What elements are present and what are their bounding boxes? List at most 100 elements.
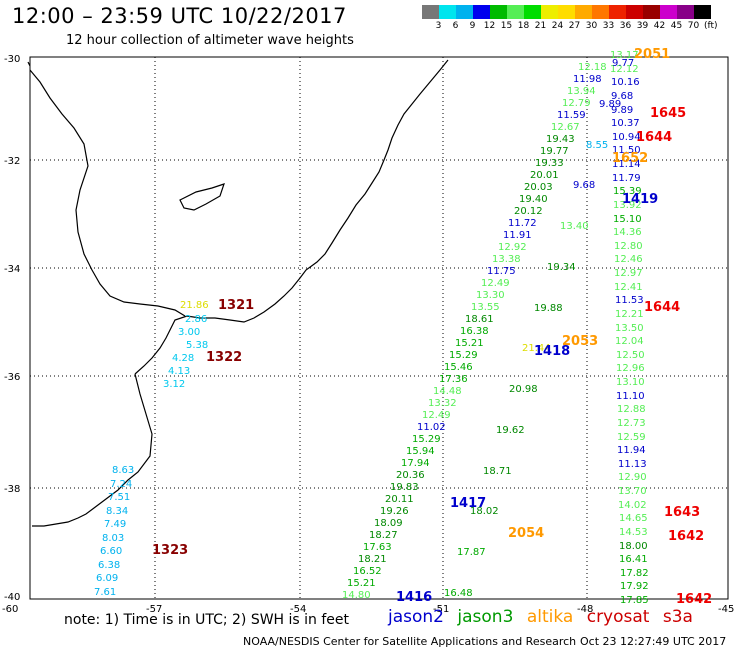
wave-height-value: 12.88 bbox=[617, 404, 646, 415]
wave-height-value: 19.33 bbox=[535, 158, 564, 169]
legend-swatch bbox=[592, 5, 609, 19]
legend-label: 15 bbox=[500, 21, 513, 31]
wave-height-value: 12.96 bbox=[616, 363, 645, 374]
wave-height-value: 16.48 bbox=[444, 588, 473, 599]
legend-unit: (ft) bbox=[704, 21, 718, 31]
wave-height-value: 15.10 bbox=[613, 214, 642, 225]
pass-time-label: 1644 bbox=[644, 300, 681, 315]
wave-height-value: 11.53 bbox=[615, 295, 644, 306]
wave-height-value: 18.09 bbox=[374, 518, 403, 529]
legend-label: 9 bbox=[469, 21, 476, 31]
lat-label: -34 bbox=[4, 264, 20, 275]
lon-label: -54 bbox=[290, 604, 306, 615]
wave-height-value: 4.13 bbox=[168, 366, 191, 377]
wave-height-value: 6.38 bbox=[98, 559, 121, 571]
wave-height-value: 13.38 bbox=[492, 254, 521, 265]
wave-height-value: 12.79 bbox=[562, 98, 591, 109]
wave-height-value: 18.00 bbox=[619, 541, 648, 552]
legend-swatch bbox=[660, 5, 677, 19]
wave-height-value: 19.34 bbox=[547, 262, 576, 273]
wave-height-value: 12.49 bbox=[481, 278, 510, 289]
sat-s3a: s3a bbox=[662, 607, 693, 627]
wave-height-value: 12.59 bbox=[617, 432, 646, 443]
wave-height-value: 7.24 bbox=[110, 478, 133, 490]
wave-height-value: 13.94 bbox=[567, 86, 596, 97]
legend-label: 6 bbox=[452, 21, 459, 31]
wave-height-value: 15.29 bbox=[449, 350, 478, 361]
legend-swatch bbox=[677, 5, 694, 19]
credit-line: NOAA/NESDIS Center for Satellite Applica… bbox=[243, 635, 577, 648]
wave-height-value: 15.21 bbox=[455, 338, 484, 349]
pass-time-label: 1418 bbox=[534, 344, 571, 359]
wave-height-value: 8.55 bbox=[586, 140, 609, 151]
wave-height-value: 15.21 bbox=[347, 578, 376, 589]
generation-timestamp: Oct 23 12:27:49 UTC 2017 bbox=[580, 635, 727, 648]
legend-swatch bbox=[575, 5, 592, 19]
satellite-legend: jason2 jason3 altika cryosat s3a bbox=[388, 607, 701, 627]
page-title: 12:00 – 23:59 UTC 10/22/2017 bbox=[12, 4, 347, 28]
lon-label: -51 bbox=[433, 604, 449, 615]
lon-label: -60 bbox=[2, 604, 18, 615]
wave-height-value: 18.21 bbox=[358, 554, 387, 565]
wave-height-value: 6.09 bbox=[96, 573, 119, 584]
legend-label: 33 bbox=[602, 21, 615, 31]
lat-label: -38 bbox=[4, 484, 20, 495]
pass-time-label: 2053 bbox=[562, 334, 599, 349]
wave-height-value: 11.75 bbox=[487, 266, 516, 277]
wave-height-value: 12.21 bbox=[615, 309, 644, 320]
wave-height-value: 11.94 bbox=[617, 445, 646, 456]
legend-swatch bbox=[643, 5, 660, 19]
pass-time-label: 1642 bbox=[668, 529, 705, 544]
wave-height-value: 20.11 bbox=[385, 494, 414, 505]
wave-height-value: 8.63 bbox=[112, 465, 135, 476]
legend-swatch bbox=[609, 5, 626, 19]
coastline bbox=[27, 59, 449, 527]
legend-label: 18 bbox=[517, 21, 530, 31]
wave-height-value: 7.61 bbox=[94, 586, 117, 598]
sat-altika: altika bbox=[526, 607, 574, 627]
sat-cryosat: cryosat bbox=[586, 607, 650, 627]
wave-height-value: 18.71 bbox=[483, 466, 512, 477]
wave-height-value: 19.83 bbox=[390, 482, 419, 493]
wave-height-value: 17.87 bbox=[457, 547, 486, 558]
legend-label: 39 bbox=[636, 21, 649, 31]
lat-label: -40 bbox=[4, 592, 20, 603]
pass-time-label: 1652 bbox=[612, 151, 649, 166]
legend-label: 24 bbox=[551, 21, 564, 31]
wave-height-value: 18.27 bbox=[369, 530, 398, 541]
wave-height-value: 12.50 bbox=[616, 350, 645, 361]
wave-height-value: 12.18 bbox=[578, 62, 607, 73]
wave-height-value: 17.92 bbox=[620, 581, 649, 592]
legend-label: 30 bbox=[585, 21, 598, 31]
legend-label: 45 bbox=[670, 21, 683, 31]
wave-height-value: 9.77 bbox=[612, 58, 635, 69]
legend-label: 42 bbox=[653, 21, 666, 31]
wave-height-value: 10.37 bbox=[611, 118, 640, 129]
legend-label: 12 bbox=[483, 21, 496, 31]
lon-label: -57 bbox=[146, 604, 162, 615]
wave-height-value: 14.02 bbox=[618, 500, 647, 511]
wave-height-value: 12.90 bbox=[618, 472, 647, 483]
wave-height-value: 4.28 bbox=[172, 353, 195, 364]
wave-height-value: 21.44 bbox=[522, 343, 551, 354]
wave-height-value: 11.59 bbox=[557, 110, 586, 121]
wave-height-value: 12.92 bbox=[498, 242, 527, 253]
wave-height-value: 13.55 bbox=[471, 302, 500, 313]
wave-height-value: 14.53 bbox=[619, 527, 648, 538]
wave-height-value: 18.02 bbox=[470, 506, 499, 517]
wave-height-value: 12.49 bbox=[422, 410, 451, 421]
legend-label: 36 bbox=[619, 21, 632, 31]
wave-height-value: 11.02 bbox=[417, 422, 446, 433]
footnote: note: 1) Time is in UTC; 2) SWH is in fe… bbox=[64, 612, 350, 628]
wave-height-value: 7.51 bbox=[108, 492, 131, 503]
wave-height-value: 3.12 bbox=[163, 379, 186, 390]
wave-height-value: 19.40 bbox=[519, 194, 548, 205]
wave-height-value: 14.48 bbox=[433, 386, 462, 397]
wave-height-value: 13.50 bbox=[615, 323, 644, 334]
wave-height-value: 12.80 bbox=[614, 241, 643, 252]
wave-height-value: 11.79 bbox=[612, 173, 641, 184]
wave-height-value: 19.26 bbox=[380, 506, 409, 517]
sat-jason2: jason2 bbox=[388, 607, 444, 627]
wave-height-value: 10.16 bbox=[611, 77, 640, 88]
wave-height-value: 14.36 bbox=[613, 227, 642, 238]
